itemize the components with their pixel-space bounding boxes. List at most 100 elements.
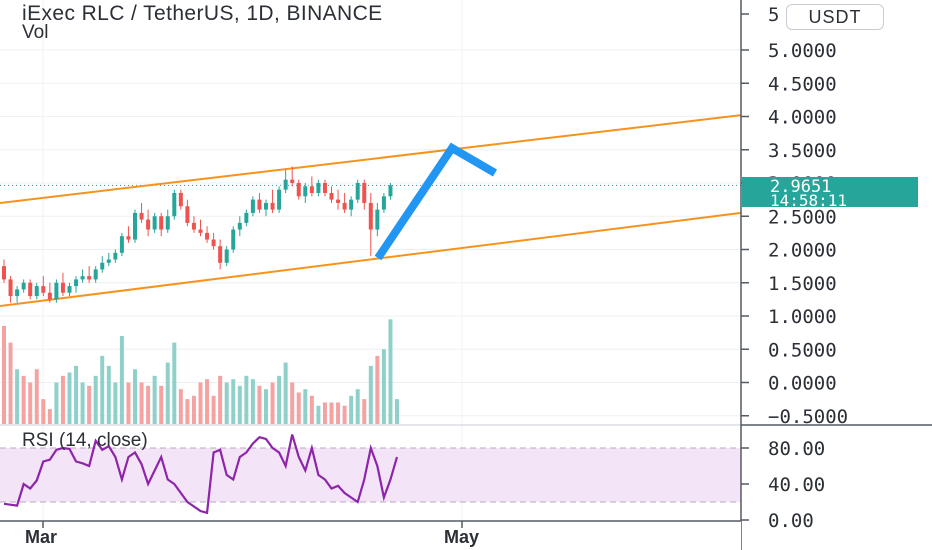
rsi-tick-label: 0.00 [768,510,814,532]
price-tick-label: 5 [768,4,779,26]
price-tick-label: 4.0000 [768,107,837,129]
rsi-band [0,447,741,503]
price-tick-label: 5.0000 [768,40,837,62]
volume-bar [152,375,157,424]
volume-bar [139,382,144,424]
volume-bar [395,399,399,424]
volume-bar [270,382,275,424]
candle-body [172,192,177,217]
volume-bar [159,385,164,424]
price-tick-label: 0.5000 [768,339,837,361]
volume-bar [277,375,282,424]
volume-bar [126,382,131,424]
channel-upper [0,114,742,204]
candle-body [41,286,46,293]
volume-bar [322,402,327,424]
channel-lines [0,114,742,308]
volume-bar [290,382,295,424]
volume-bar [329,402,334,424]
candle-body [283,179,288,190]
rsi-label[interactable]: RSI (14, close) [22,430,148,451]
volume-bar [244,375,249,424]
candle-body [270,202,275,210]
candle-body [303,186,308,197]
volume-bar [198,382,203,424]
volume-bar [381,349,386,424]
candle-body [178,192,183,207]
time-tick-label: Mar [25,527,57,547]
price-tick-label: 3.5000 [768,140,837,162]
candle-body [2,266,6,280]
candle-body [126,236,131,240]
rsi-line [3,434,399,515]
candle-body [205,232,210,240]
rsi-series [3,434,399,515]
price-tick-label: 2.5000 [768,206,837,228]
price-tick-label: 1.5000 [768,273,837,295]
volume-bar [342,405,347,424]
candle-body [342,202,347,210]
axis-background [741,0,932,550]
volume-bar [106,365,111,424]
volume-bar [375,355,380,424]
candle-body [87,276,92,280]
candle-body [368,202,373,230]
candle-body [277,189,282,210]
time-axis[interactable]: Mar May [0,520,741,550]
volume-bar [211,395,216,424]
volume-bar [303,389,308,424]
candle-body [21,282,26,290]
rsi-band-fill [0,448,741,502]
arrow-path [374,142,498,261]
candle-body [93,269,98,280]
candle-body [375,209,380,230]
candle-body [60,282,65,293]
candle-body [191,222,196,230]
volume-bar [283,362,288,424]
candle-body [113,252,118,260]
currency-button[interactable]: USDT [786,4,884,30]
candle-body [290,179,295,183]
volume-bar [172,342,177,424]
candle-body [80,276,85,280]
candle-body [152,216,157,230]
candle-body [224,249,229,263]
volume-bar [54,382,59,424]
price-tick-label: −0.5000 [768,406,848,428]
volume-bar [362,399,367,424]
volume-bar [218,375,223,424]
volume-bar [309,395,314,424]
volume-bar [8,342,13,424]
candle-body [329,192,334,200]
volume-bar [250,379,255,424]
volume-bar [67,372,72,424]
candle-body [355,183,360,200]
candle-body [100,262,105,270]
volume-bar [100,355,105,424]
volume-bar [368,365,373,424]
candle-body [218,246,223,263]
candle-body [257,199,262,210]
volume-bar [15,369,20,424]
volume-bar [146,385,151,424]
volume-bar [296,392,301,424]
volume-bar [47,409,52,424]
candle-body [237,222,242,230]
volume-bar [237,385,242,424]
candle-body [159,216,164,230]
volume-bar [74,365,79,424]
volume-bar [336,402,341,424]
time-tick-label: May [444,527,479,547]
candles [2,166,393,303]
volume-bar [41,399,46,424]
trend-arrow [374,142,498,261]
candle-body [316,183,321,193]
candle-body [165,216,170,230]
price-axis[interactable]: 55.00004.50004.00003.50003.00002.50002.0… [740,0,932,550]
volume-bars [2,319,399,424]
candle-body [106,259,111,263]
last-price: 2.9651 [770,177,832,197]
volume-bar [133,369,137,424]
volume-bar [257,385,262,424]
